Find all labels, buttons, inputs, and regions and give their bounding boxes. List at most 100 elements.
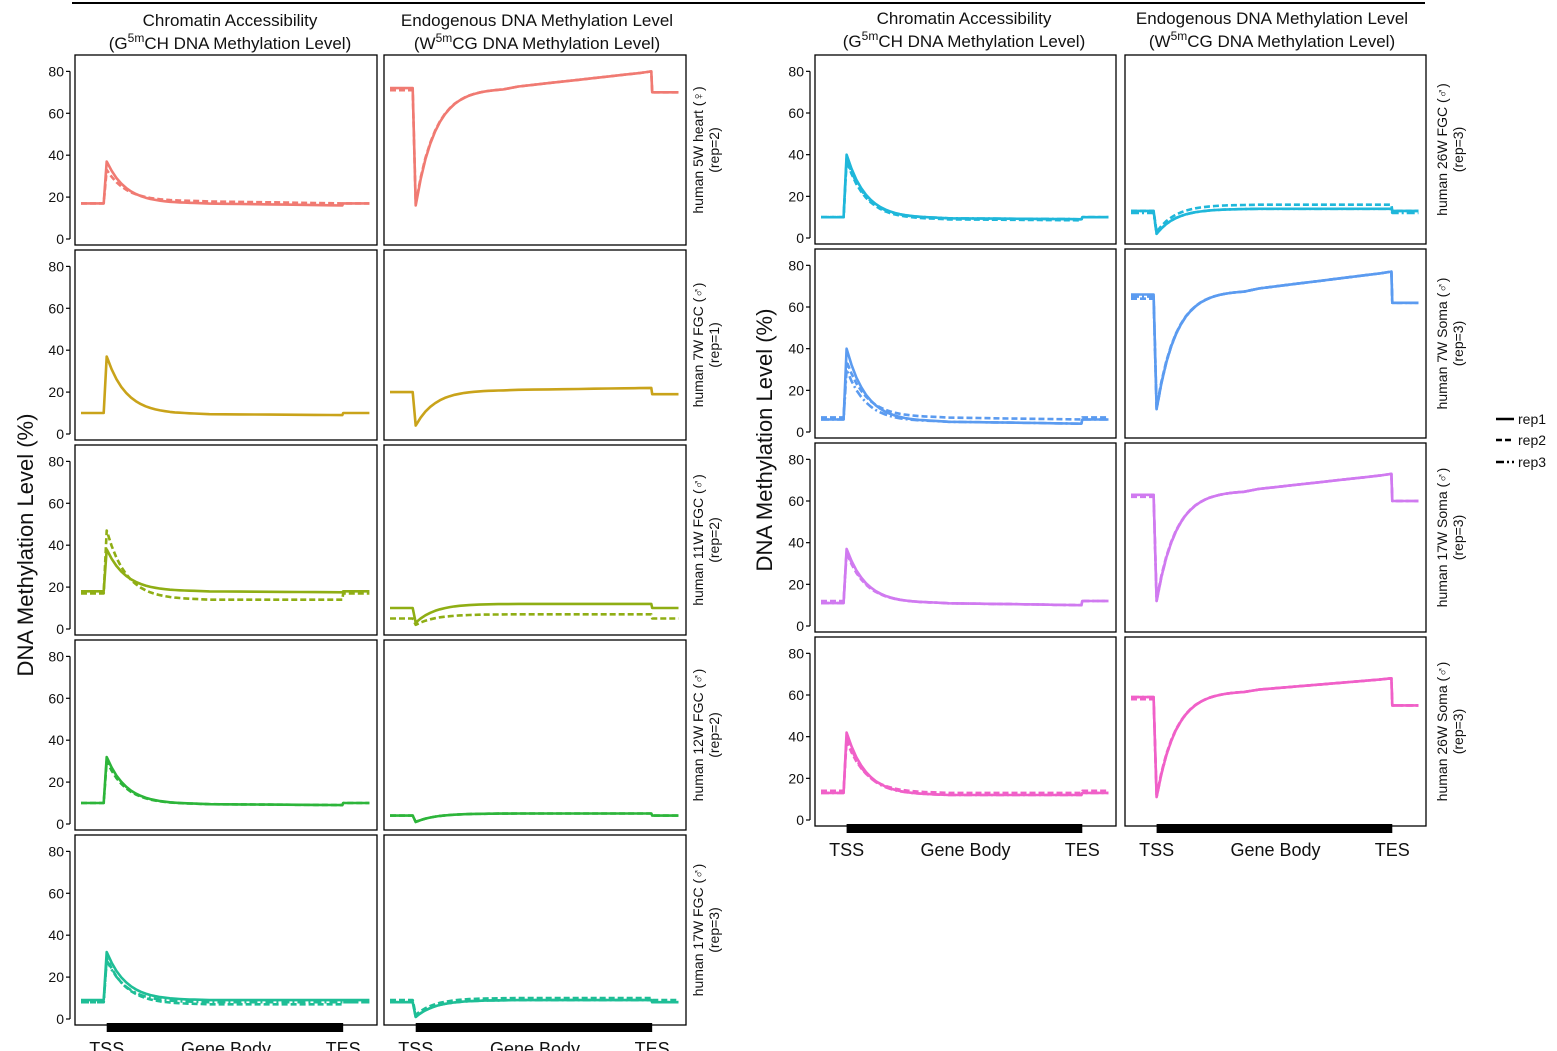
y-tick-label: 0 — [796, 424, 804, 440]
panel-row-left-2: 0 20 40 60 80 human 11W FGC (♂) (rep=2) — [48, 444, 722, 637]
left-me-title-line1: Endogenous DNA Methylation Level — [401, 11, 673, 30]
legend-label-rep1: rep1 — [1518, 411, 1546, 427]
panel-row-right-0: 0 20 40 60 80 human 26W FGC (♂) (rep=3) — [788, 54, 1466, 246]
series-line-rep1 — [81, 160, 370, 207]
row-label-sample: human 17W FGC (♂) — [690, 864, 706, 997]
endogenous-methylation-panel — [1124, 636, 1427, 827]
right-me-title-line2: (W5mCG DNA Methylation Level) — [1149, 29, 1395, 51]
y-tick-label: 20 — [48, 384, 64, 400]
chromatin-accessibility-panel — [814, 636, 1117, 827]
panel-row-left-4: 0 20 40 60 80 human 17W FGC (♂) (rep=3) — [48, 834, 722, 1027]
series-line-rep3 — [1131, 207, 1419, 236]
y-tick-label: 20 — [48, 579, 64, 595]
row-label-reps: (rep=1) — [706, 322, 722, 368]
left-column-titles: Chromatin Accessibility (G5mCH DNA Methy… — [109, 11, 673, 53]
row-label: human 7W Soma (♂) (rep=3) — [1434, 278, 1466, 410]
y-tick-label: 0 — [56, 426, 64, 442]
row-label-reps: (rep=3) — [1450, 515, 1466, 561]
gene-body-bar — [106, 1023, 344, 1032]
endogenous-methylation-panel — [383, 54, 687, 246]
y-tick-label: 0 — [796, 812, 804, 828]
gene-body-bar — [846, 824, 1083, 833]
row-label-sample: human 7W FGC (♂) — [690, 283, 706, 408]
row-label-sample: human 26W Soma (♂) — [1434, 662, 1450, 802]
series-line-rep3 — [821, 368, 1109, 425]
y-tick-label: 60 — [48, 105, 64, 121]
row-label: human 26W Soma (♂) (rep=3) — [1434, 662, 1466, 802]
y-tick-label: 80 — [788, 63, 804, 79]
y-tick-label: 60 — [788, 105, 804, 121]
gene-body-bar — [1156, 824, 1393, 833]
chromatin-accessibility-panel — [74, 834, 378, 1026]
row-label: human 17W Soma (♂) (rep=3) — [1434, 468, 1466, 608]
row-label: human 26W FGC (♂) (rep=3) — [1434, 83, 1466, 216]
series-line-rep2 — [821, 359, 1109, 421]
endogenous-methylation-panel — [383, 249, 687, 441]
left-ca-title-line2: (G5mCH DNA Methylation Level) — [109, 31, 351, 53]
series-line-rep1 — [81, 355, 370, 417]
series-line-rep3 — [821, 157, 1109, 221]
y-tick-label: 60 — [48, 300, 64, 316]
series-line-rep1 — [81, 950, 370, 1002]
series-line-rep3 — [1131, 270, 1419, 411]
x-tick-tes: TES — [1065, 840, 1100, 860]
y-tick-label: 80 — [788, 257, 804, 273]
right-ca-title-line1: Chromatin Accessibility — [877, 9, 1052, 28]
right-me-title-line1: Endogenous DNA Methylation Level — [1136, 9, 1408, 28]
y-tick-label: 20 — [788, 576, 804, 592]
y-tick-label: 0 — [56, 231, 64, 247]
y-tick-label: 40 — [48, 732, 64, 748]
endogenous-methylation-panel — [1124, 54, 1427, 245]
y-tick-label: 60 — [788, 687, 804, 703]
row-label-sample: human 17W Soma (♂) — [1434, 468, 1450, 608]
row-label-reps: (rep=2) — [706, 517, 722, 563]
endogenous-methylation-panel — [1124, 248, 1427, 439]
series-line-rep2 — [81, 759, 370, 807]
y-tick-label: 80 — [48, 453, 64, 469]
series-line-rep3 — [821, 735, 1109, 797]
series-line-rep2 — [81, 956, 370, 1006]
series-line-rep1 — [390, 386, 679, 427]
row-label-reps: (rep=3) — [1450, 321, 1466, 367]
panel-row-left-1: 0 20 40 60 80 human 7W FGC (♂) (rep=1) — [48, 249, 722, 442]
series-line-rep3 — [821, 549, 1109, 607]
row-label-sample: human 26W FGC (♂) — [1434, 83, 1450, 216]
y-tick-label: 40 — [788, 341, 804, 357]
chromatin-accessibility-panel — [74, 54, 378, 246]
panel-row-left-0: 0 20 40 60 80 human 5W heart (♀) (rep=2) — [48, 54, 722, 247]
series-line-rep2 — [81, 168, 370, 205]
x-tick-tss: TSS — [1139, 840, 1174, 860]
row-label-sample: human 5W heart (♀) — [690, 86, 706, 213]
endogenous-methylation-panel — [383, 444, 687, 636]
right-column-titles: Chromatin Accessibility (G5mCH DNA Methy… — [843, 9, 1408, 51]
series-line-rep2 — [390, 613, 679, 627]
x-tick-tes: TES — [635, 1039, 670, 1051]
y-tick-label: 20 — [48, 969, 64, 985]
row-label: human 11W FGC (♂) (rep=2) — [690, 474, 722, 606]
y-tick-label: 20 — [48, 189, 64, 205]
series-line-rep2 — [390, 812, 679, 824]
x-tick-tss: TSS — [89, 1039, 124, 1051]
y-tick-label: 80 — [788, 645, 804, 661]
series-line-rep2 — [821, 739, 1109, 795]
series-line-rep2 — [390, 70, 679, 205]
chromatin-accessibility-panel — [74, 444, 378, 636]
y-tick-label: 20 — [48, 774, 64, 790]
y-tick-label: 20 — [788, 382, 804, 398]
legend-label-rep3: rep3 — [1518, 454, 1546, 470]
y-tick-label: 60 — [788, 493, 804, 509]
y-tick-label: 60 — [788, 299, 804, 315]
endogenous-methylation-panel — [383, 639, 687, 831]
series-line-rep2 — [1131, 203, 1419, 234]
row-label: human 5W heart (♀) (rep=2) — [690, 86, 722, 213]
y-tick-label: 0 — [56, 816, 64, 832]
panel-row-right-1: 0 20 40 60 80 human 7W Soma (♂) (rep=3) — [788, 248, 1466, 440]
y-tick-label: 40 — [48, 147, 64, 163]
series-line-rep2 — [81, 529, 370, 601]
series-line-rep3 — [390, 998, 679, 1019]
row-label-reps: (rep=2) — [706, 712, 722, 758]
panel-row-right-3: 0 20 40 60 80 human 26W Soma (♂) (rep=3) — [788, 636, 1466, 828]
x-tick-tes: TES — [326, 1039, 361, 1051]
left-me-title-line2: (W5mCG DNA Methylation Level) — [414, 31, 660, 53]
